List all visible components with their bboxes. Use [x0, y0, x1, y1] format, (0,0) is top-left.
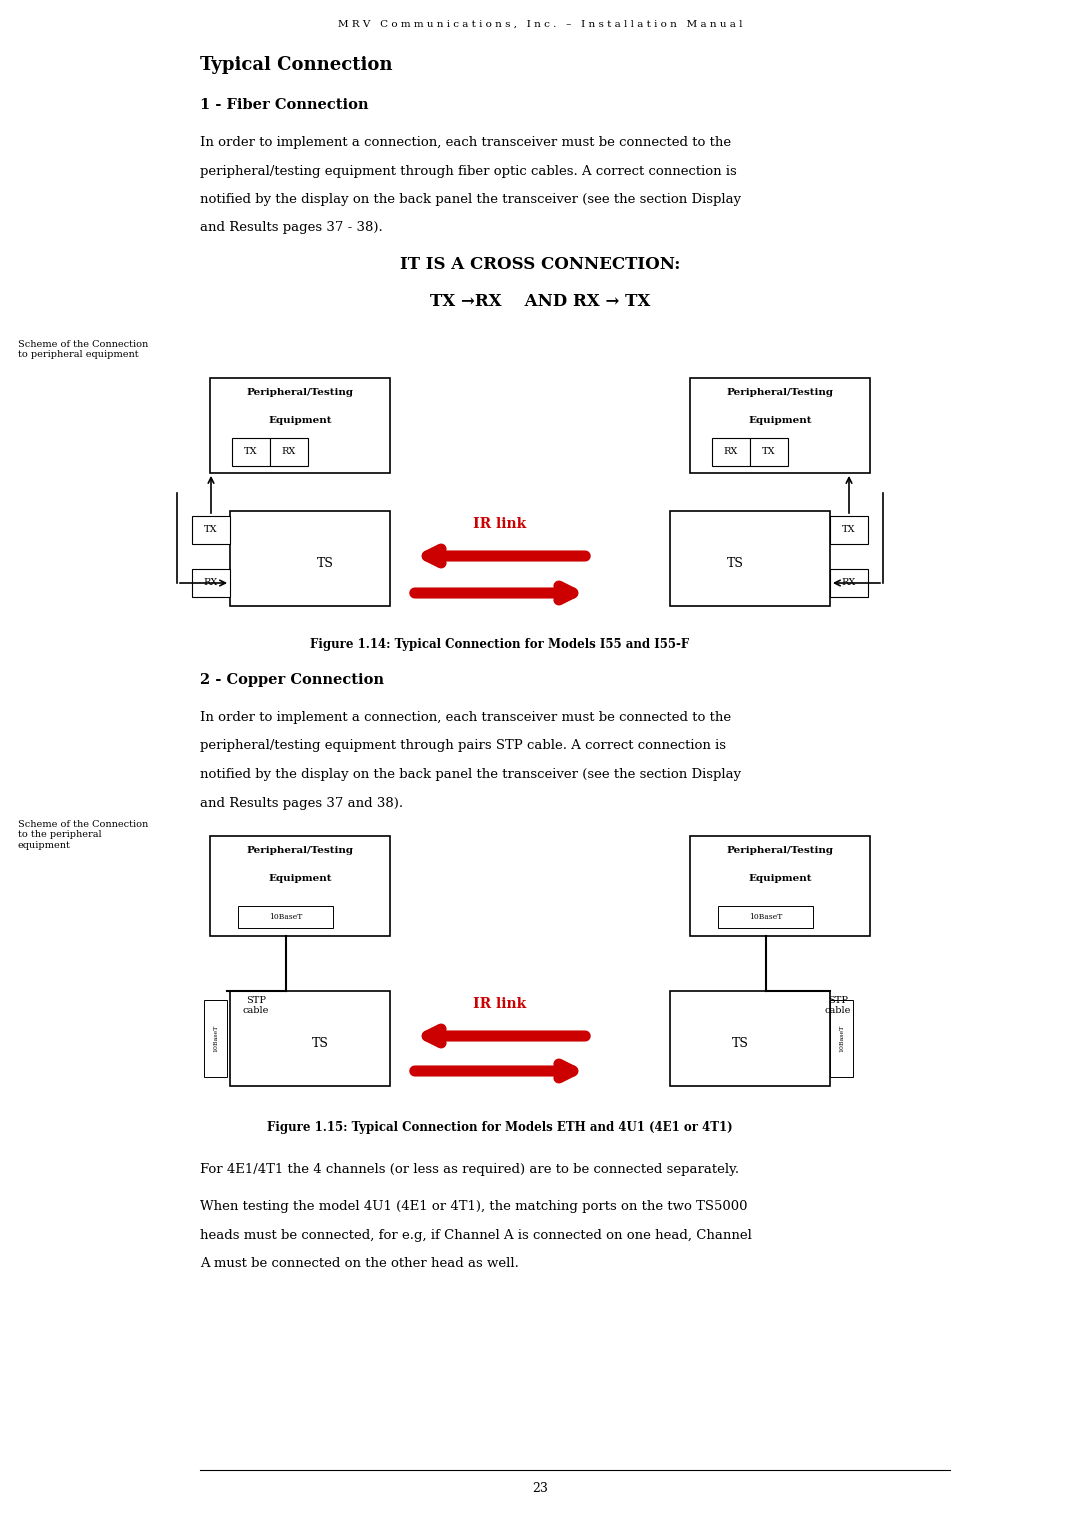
FancyBboxPatch shape — [750, 439, 788, 466]
Text: 10BaseT: 10BaseT — [839, 1025, 843, 1053]
Text: 10BaseT: 10BaseT — [213, 1025, 218, 1053]
Text: When testing the model 4U1 (4E1 or 4T1), the matching ports on the two TS5000: When testing the model 4U1 (4E1 or 4T1),… — [200, 1199, 747, 1213]
Text: 2 - Copper Connection: 2 - Copper Connection — [200, 672, 384, 688]
Text: and Results pages 37 and 38).: and Results pages 37 and 38). — [200, 796, 403, 810]
Text: Peripheral/Testing: Peripheral/Testing — [727, 847, 834, 856]
Text: TS: TS — [311, 1038, 328, 1050]
Text: notified by the display on the back panel the transceiver (see the section Displ: notified by the display on the back pane… — [200, 769, 741, 781]
FancyBboxPatch shape — [210, 836, 390, 937]
Text: 1 - Fiber Connection: 1 - Fiber Connection — [200, 98, 368, 112]
Text: Typical Connection: Typical Connection — [200, 57, 392, 73]
Text: Equipment: Equipment — [748, 416, 812, 425]
Text: RX: RX — [204, 579, 218, 587]
FancyBboxPatch shape — [230, 992, 390, 1086]
Text: TX: TX — [842, 526, 855, 535]
Text: TX: TX — [762, 448, 775, 457]
Text: RX: RX — [841, 579, 856, 587]
Text: TX: TX — [244, 448, 258, 457]
FancyBboxPatch shape — [210, 377, 390, 474]
Text: 23: 23 — [532, 1482, 548, 1494]
Text: 10BaseT: 10BaseT — [748, 914, 782, 921]
FancyBboxPatch shape — [230, 510, 390, 607]
Text: 10BaseT: 10BaseT — [269, 914, 302, 921]
Text: TS: TS — [727, 558, 743, 570]
Text: IR link: IR link — [473, 996, 527, 1012]
Text: Equipment: Equipment — [748, 874, 812, 883]
Text: heads must be connected, for e.g, if Channel A is connected on one head, Channel: heads must be connected, for e.g, if Cha… — [200, 1229, 752, 1241]
Text: Peripheral/Testing: Peripheral/Testing — [246, 847, 353, 856]
Text: RX: RX — [724, 448, 739, 457]
Text: Equipment: Equipment — [268, 874, 332, 883]
FancyBboxPatch shape — [690, 377, 870, 474]
Text: STP
cable: STP cable — [243, 996, 269, 1016]
Text: TS: TS — [316, 558, 334, 570]
Text: In order to implement a connection, each transceiver must be connected to the: In order to implement a connection, each… — [200, 711, 731, 724]
Text: Figure 1.15: Typical Connection for Models ETH and 4U1 (4E1 or 4T1): Figure 1.15: Typical Connection for Mode… — [267, 1122, 733, 1134]
Text: notified by the display on the back panel the transceiver (see the section Displ: notified by the display on the back pane… — [200, 193, 741, 206]
FancyBboxPatch shape — [238, 906, 333, 927]
Text: Figure 1.14: Typical Connection for Models I55 and I55-F: Figure 1.14: Typical Connection for Mode… — [310, 639, 689, 651]
FancyBboxPatch shape — [204, 999, 227, 1077]
Text: Scheme of the Connection
to peripheral equipment: Scheme of the Connection to peripheral e… — [18, 341, 148, 359]
Text: IT IS A CROSS CONNECTION:: IT IS A CROSS CONNECTION: — [400, 257, 680, 274]
FancyBboxPatch shape — [831, 999, 853, 1077]
Text: Peripheral/Testing: Peripheral/Testing — [727, 388, 834, 397]
Text: STP
cable: STP cable — [825, 996, 851, 1016]
FancyBboxPatch shape — [831, 516, 868, 544]
Text: For 4E1/4T1 the 4 channels (or less as required) are to be connected separately.: For 4E1/4T1 the 4 channels (or less as r… — [200, 1163, 739, 1177]
Text: M R V   C o m m u n i c a t i o n s ,   I n c .   –   I n s t a l l a t i o n   : M R V C o m m u n i c a t i o n s , I n … — [338, 20, 742, 29]
Text: TX: TX — [204, 526, 218, 535]
FancyBboxPatch shape — [192, 516, 230, 544]
FancyBboxPatch shape — [192, 568, 230, 597]
FancyBboxPatch shape — [270, 439, 308, 466]
FancyBboxPatch shape — [232, 439, 270, 466]
FancyBboxPatch shape — [712, 439, 750, 466]
Text: Peripheral/Testing: Peripheral/Testing — [246, 388, 353, 397]
Text: Equipment: Equipment — [268, 416, 332, 425]
FancyBboxPatch shape — [718, 906, 813, 927]
FancyBboxPatch shape — [670, 992, 831, 1086]
Text: and Results pages 37 - 38).: and Results pages 37 - 38). — [200, 222, 382, 234]
Text: IR link: IR link — [473, 516, 527, 532]
FancyBboxPatch shape — [690, 836, 870, 937]
Text: peripheral/testing equipment through fiber optic cables. A correct connection is: peripheral/testing equipment through fib… — [200, 165, 737, 177]
Text: TX →RX    AND RX → TX: TX →RX AND RX → TX — [430, 293, 650, 310]
FancyBboxPatch shape — [831, 568, 868, 597]
Text: Scheme of the Connection
to the peripheral
equipment: Scheme of the Connection to the peripher… — [18, 821, 148, 850]
Text: RX: RX — [282, 448, 296, 457]
FancyBboxPatch shape — [670, 510, 831, 607]
Text: peripheral/testing equipment through pairs STP cable. A correct connection is: peripheral/testing equipment through pai… — [200, 740, 726, 752]
Text: TS: TS — [731, 1038, 748, 1050]
Text: In order to implement a connection, each transceiver must be connected to the: In order to implement a connection, each… — [200, 136, 731, 150]
Text: A must be connected on the other head as well.: A must be connected on the other head as… — [200, 1258, 518, 1270]
